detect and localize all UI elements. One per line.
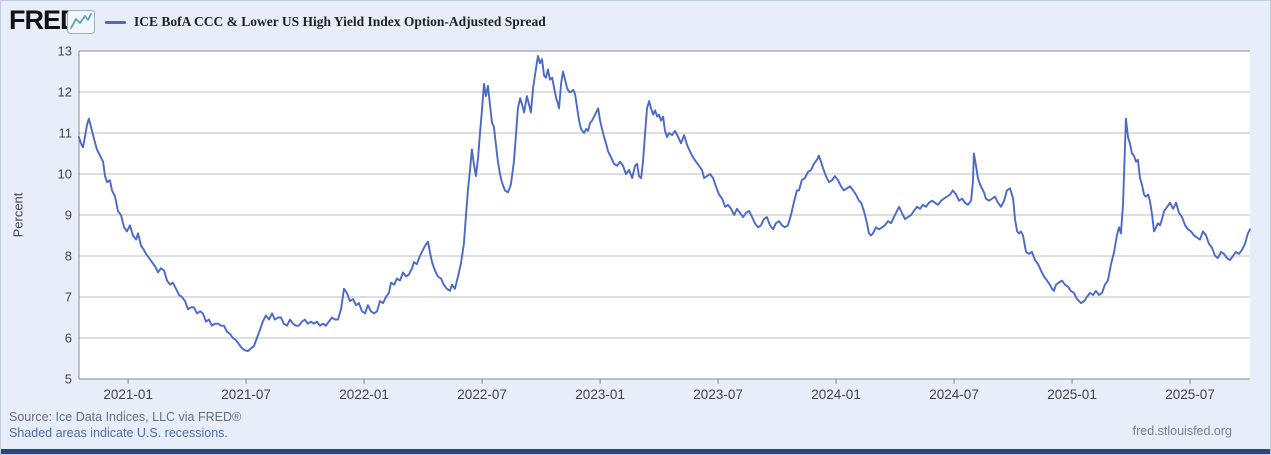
chart-footer: Source: Ice Data Indices, LLC via FRED® …	[1, 405, 1270, 449]
x-tick-label: 2024-07	[929, 387, 979, 402]
y-axis-title: Percent	[10, 192, 26, 238]
x-tick-label: 2024-01	[811, 387, 861, 402]
y-tick-label: 9	[65, 208, 72, 223]
y-tick-label: 5	[65, 372, 72, 387]
x-tick-label: 2025-01	[1047, 387, 1097, 402]
chart-header: FRED® ICE BofA CCC & Lower US High Yield…	[1, 1, 1270, 41]
legend-line-swatch	[105, 20, 126, 24]
x-tick-label: 2021-01	[103, 387, 153, 402]
line-chart-icon	[67, 10, 95, 34]
x-tick-label: 2023-01	[575, 387, 625, 402]
y-tick-label: 12	[58, 85, 72, 100]
chart-legend: ICE BofA CCC & Lower US High Yield Index…	[105, 12, 546, 32]
x-tick-label: 2022-07	[457, 387, 507, 402]
y-tick-label: 8	[65, 249, 72, 264]
x-tick-label: 2021-07	[221, 387, 271, 402]
legend-series-label: ICE BofA CCC & Lower US High Yield Index…	[134, 14, 546, 29]
recession-note-link[interactable]: Shaded areas indicate U.S. recessions.	[9, 426, 228, 440]
y-tick-label: 7	[65, 290, 72, 305]
x-tick-label: 2023-07	[693, 387, 743, 402]
x-tick-label: 2025-07	[1165, 387, 1215, 402]
y-tick-label: 10	[58, 167, 72, 182]
fred-site-link[interactable]: fred.stlouisfed.org	[1132, 424, 1232, 438]
y-tick-label: 13	[58, 44, 72, 59]
source-attribution: Source: Ice Data Indices, LLC via FRED®	[9, 410, 242, 424]
x-tick-label: 2022-01	[339, 387, 389, 402]
y-tick-label: 11	[59, 126, 73, 141]
bottom-accent-bar	[1, 449, 1270, 454]
data-series-line	[78, 54, 1251, 353]
y-tick-label: 6	[65, 331, 72, 346]
